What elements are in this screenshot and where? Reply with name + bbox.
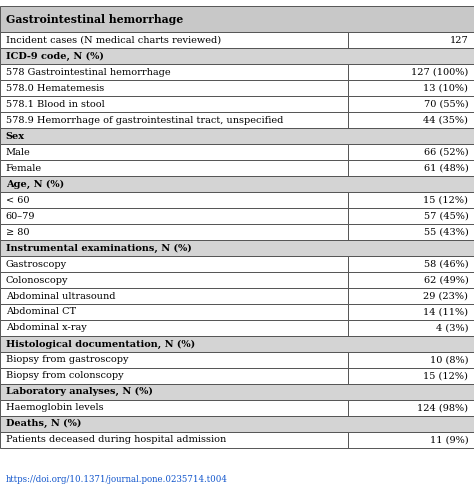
Text: 44 (35%): 44 (35%) xyxy=(423,116,468,125)
Bar xyxy=(348,32,474,49)
Bar xyxy=(348,432,474,448)
Bar xyxy=(0,288,348,304)
Bar xyxy=(0,256,348,272)
Bar xyxy=(348,160,474,176)
Text: Deaths, N (%): Deaths, N (%) xyxy=(6,419,81,429)
Bar xyxy=(0,240,474,256)
Text: 578.9 Hemorrhage of gastrointestinal tract, unspecified: 578.9 Hemorrhage of gastrointestinal tra… xyxy=(6,116,283,125)
Bar xyxy=(348,192,474,208)
Text: Male: Male xyxy=(6,148,30,157)
Text: Sex: Sex xyxy=(6,132,25,141)
Bar xyxy=(0,96,348,112)
Bar xyxy=(0,336,474,352)
Text: Colonoscopy: Colonoscopy xyxy=(6,275,68,285)
Bar xyxy=(0,416,474,432)
Text: 11 (9%): 11 (9%) xyxy=(430,436,468,444)
Text: Histological documentation, N (%): Histological documentation, N (%) xyxy=(6,339,195,349)
Text: https://doi.org/10.1371/journal.pone.0235714.t004: https://doi.org/10.1371/journal.pone.023… xyxy=(6,475,228,484)
Bar xyxy=(348,96,474,112)
Bar xyxy=(0,49,474,64)
Text: 15 (12%): 15 (12%) xyxy=(423,195,468,205)
Text: Female: Female xyxy=(6,164,42,173)
Text: 578.0 Hematemesis: 578.0 Hematemesis xyxy=(6,84,104,93)
Text: Gastroscopy: Gastroscopy xyxy=(6,260,67,269)
Text: Incident cases (N medical charts reviewed): Incident cases (N medical charts reviewe… xyxy=(6,36,221,45)
Text: 58 (46%): 58 (46%) xyxy=(424,260,468,269)
Text: 57 (45%): 57 (45%) xyxy=(424,212,468,220)
Text: Abdominal x-ray: Abdominal x-ray xyxy=(6,324,86,332)
Text: 127: 127 xyxy=(449,36,468,45)
Text: < 60: < 60 xyxy=(6,195,29,205)
Bar xyxy=(0,112,348,128)
Text: 62 (49%): 62 (49%) xyxy=(424,275,468,285)
Bar xyxy=(348,224,474,240)
Text: 14 (11%): 14 (11%) xyxy=(423,307,468,317)
Text: 124 (98%): 124 (98%) xyxy=(417,403,468,412)
Bar xyxy=(0,192,348,208)
Bar xyxy=(0,176,474,192)
Text: Biopsy from colonscopy: Biopsy from colonscopy xyxy=(6,371,123,381)
Text: 127 (100%): 127 (100%) xyxy=(411,68,468,77)
Bar xyxy=(348,304,474,320)
Bar xyxy=(0,32,348,49)
Text: Abdominal CT: Abdominal CT xyxy=(6,307,76,317)
Text: 29 (23%): 29 (23%) xyxy=(423,292,468,300)
Bar xyxy=(0,224,348,240)
Text: Patients deceased during hospital admission: Patients deceased during hospital admiss… xyxy=(6,436,226,444)
Text: Gastrointestinal hemorrhage: Gastrointestinal hemorrhage xyxy=(6,14,183,25)
Bar xyxy=(348,208,474,224)
Bar xyxy=(348,368,474,384)
Bar xyxy=(0,384,474,400)
Bar xyxy=(0,160,348,176)
Text: Haemoglobin levels: Haemoglobin levels xyxy=(6,403,103,412)
Text: 66 (52%): 66 (52%) xyxy=(424,148,468,157)
Bar xyxy=(0,128,474,144)
Text: 70 (55%): 70 (55%) xyxy=(424,100,468,109)
Text: 60–79: 60–79 xyxy=(6,212,35,220)
Bar xyxy=(348,256,474,272)
Bar xyxy=(348,144,474,160)
Text: ≥ 80: ≥ 80 xyxy=(6,228,29,237)
Bar xyxy=(348,400,474,416)
Bar xyxy=(0,320,348,336)
Bar xyxy=(0,64,348,81)
Bar xyxy=(348,288,474,304)
Bar xyxy=(0,368,348,384)
Text: 578 Gastrointestinal hemorrhage: 578 Gastrointestinal hemorrhage xyxy=(6,68,170,77)
Text: Instrumental examinations, N (%): Instrumental examinations, N (%) xyxy=(6,244,191,253)
Text: Age, N (%): Age, N (%) xyxy=(6,180,64,189)
Bar xyxy=(0,400,348,416)
Bar xyxy=(0,432,348,448)
Bar xyxy=(348,81,474,96)
Text: 15 (12%): 15 (12%) xyxy=(423,371,468,381)
Bar xyxy=(348,112,474,128)
Text: Laboratory analyses, N (%): Laboratory analyses, N (%) xyxy=(6,387,153,396)
Bar xyxy=(0,304,348,320)
Bar xyxy=(0,208,348,224)
Text: 13 (10%): 13 (10%) xyxy=(423,84,468,93)
Text: 4 (3%): 4 (3%) xyxy=(436,324,468,332)
Bar xyxy=(0,352,348,368)
Bar xyxy=(0,6,474,32)
Bar xyxy=(348,272,474,288)
Text: Abdominal ultrasound: Abdominal ultrasound xyxy=(6,292,115,300)
Bar xyxy=(0,81,348,96)
Text: 578.1 Blood in stool: 578.1 Blood in stool xyxy=(6,100,104,109)
Text: 55 (43%): 55 (43%) xyxy=(424,228,468,237)
Text: 10 (8%): 10 (8%) xyxy=(430,355,468,364)
Text: Biopsy from gastroscopy: Biopsy from gastroscopy xyxy=(6,355,128,364)
Bar xyxy=(0,272,348,288)
Text: 61 (48%): 61 (48%) xyxy=(424,164,468,173)
Bar xyxy=(0,144,348,160)
Bar xyxy=(348,64,474,81)
Bar xyxy=(348,320,474,336)
Text: ICD-9 code, N (%): ICD-9 code, N (%) xyxy=(6,52,103,61)
Bar xyxy=(348,352,474,368)
